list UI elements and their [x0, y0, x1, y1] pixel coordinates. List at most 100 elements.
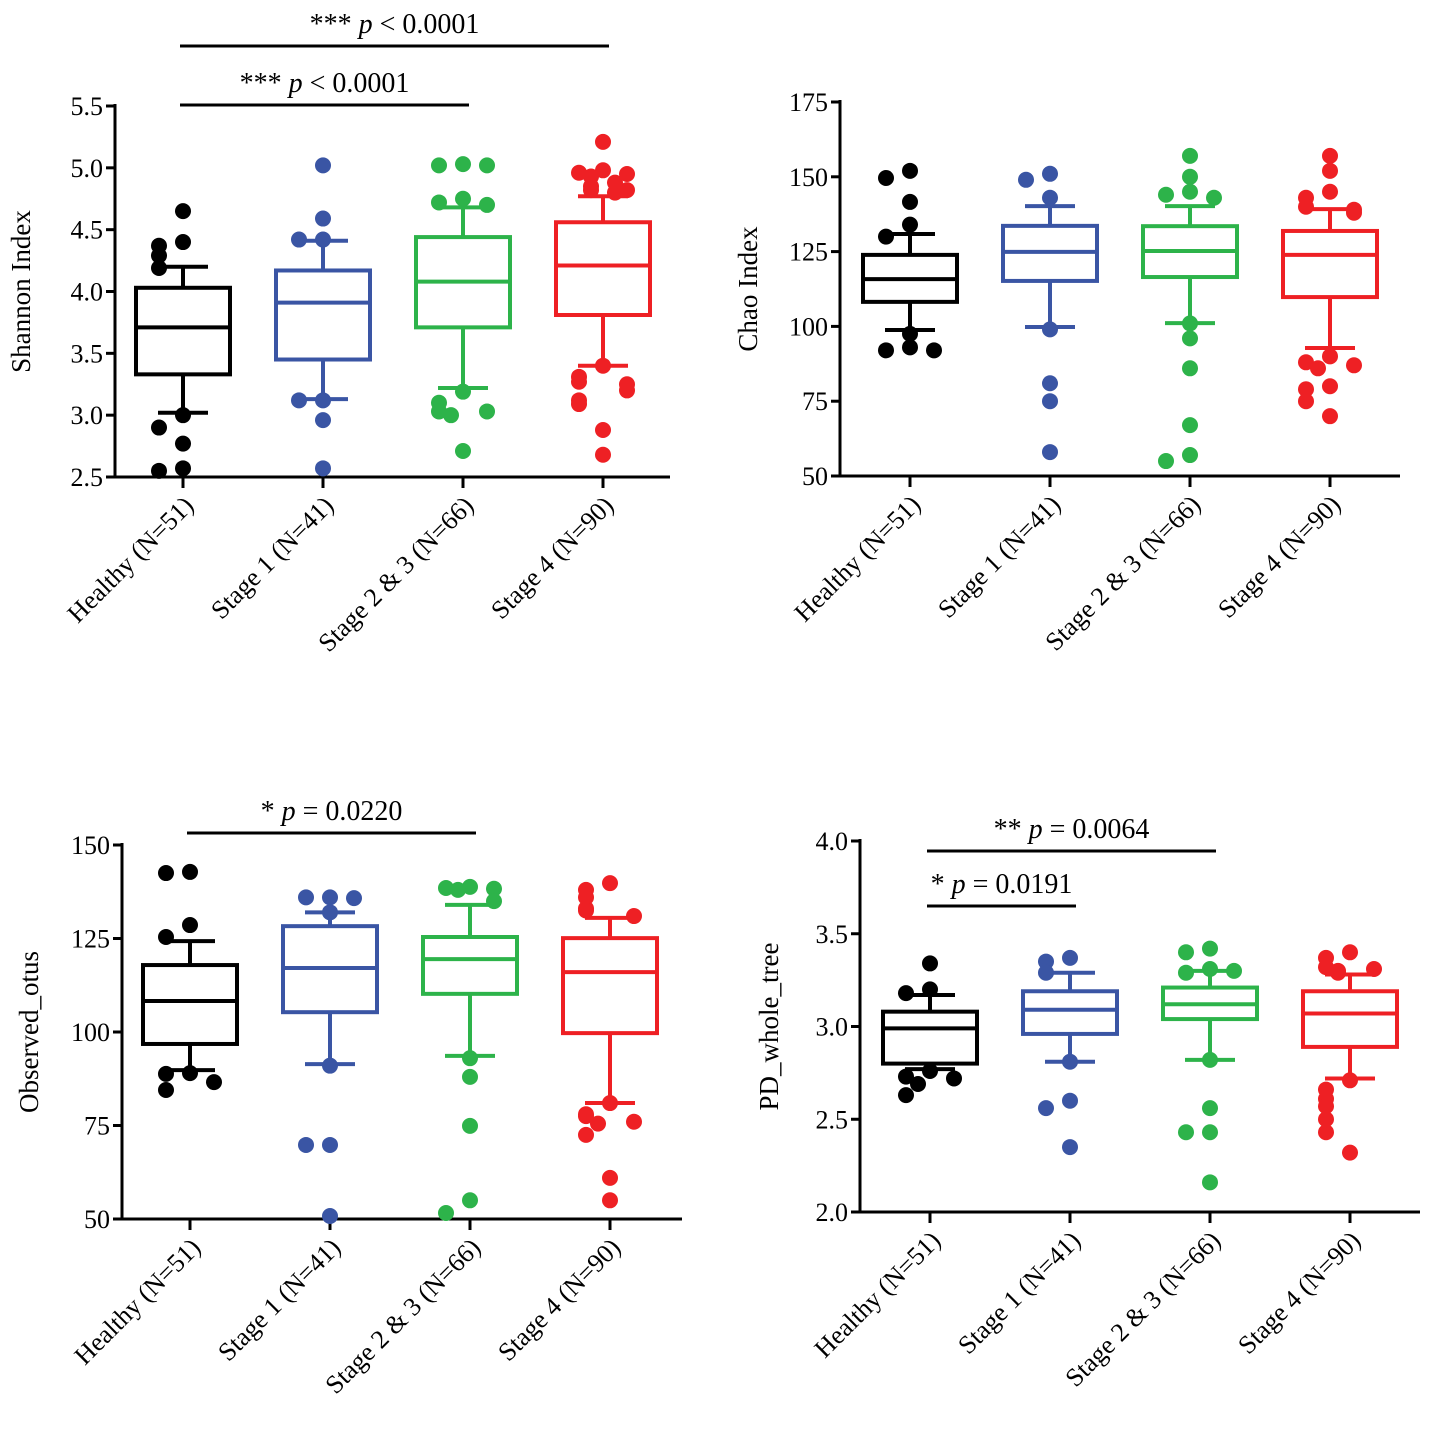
outlier-point — [182, 863, 198, 880]
outlier-point — [315, 392, 331, 409]
outlier-point — [1158, 186, 1174, 203]
outlier-point — [431, 157, 447, 174]
y-axis-label: Shannon Index — [6, 210, 36, 373]
y-tick-label: 5.5 — [71, 92, 104, 121]
outlier-point — [322, 1136, 338, 1153]
outlier-point — [1182, 417, 1198, 434]
outlier-point — [486, 893, 502, 910]
y-tick-label: 100 — [789, 312, 828, 341]
x-tick-label: Stage 2 & 3 (N=66) — [1060, 1226, 1227, 1393]
outlier-point — [1346, 357, 1362, 374]
p-symbol: p — [950, 869, 966, 900]
outlier-point — [595, 446, 611, 463]
outlier-point — [486, 880, 502, 897]
y-tick-label: 5.0 — [71, 154, 104, 183]
outlier-point — [158, 929, 174, 946]
outlier-point — [1178, 964, 1194, 981]
outlier-point — [1202, 1124, 1218, 1141]
outlier-point — [1318, 1098, 1334, 1115]
outlier-point — [1346, 204, 1362, 221]
outlier-point — [291, 392, 307, 409]
outlier-point — [1042, 189, 1058, 206]
p-value: = 0.0220 — [303, 796, 403, 827]
outlier-point — [595, 422, 611, 439]
outlier-point — [462, 1192, 478, 1209]
outlier-point — [1342, 944, 1358, 961]
significance-label: *** p < 0.0001 — [240, 68, 410, 99]
outlier-point — [443, 407, 459, 424]
panel-pd-whole-tree: 2.0 2.5 3.0 3.5 4.0 PD_whole_tree Healthy (N=5… — [754, 814, 1420, 1392]
outlier-point — [462, 1068, 478, 1085]
box-2 — [1161, 940, 1259, 1191]
outlier-point — [1330, 964, 1346, 981]
outlier-point — [626, 908, 642, 925]
significance-stars: * — [931, 869, 945, 900]
p-value: = 0.0064 — [1050, 814, 1150, 845]
outlier-point — [571, 396, 587, 413]
y-tick-label: 50 — [84, 1205, 110, 1234]
outlier-point — [1342, 1072, 1358, 1089]
y-axis-label: PD_whole_tree — [754, 943, 784, 1111]
outlier-point — [315, 210, 331, 227]
outlier-point — [1182, 168, 1198, 185]
outlier-point — [175, 234, 191, 251]
x-tick-label: Stage 4 (N=90) — [1212, 490, 1346, 624]
x-tick-label: Stage 2 & 3 (N=66) — [320, 1233, 487, 1400]
outlier-point — [438, 880, 454, 897]
outlier-point — [602, 1169, 618, 1186]
y-tick-label: 3.0 — [816, 1013, 849, 1042]
outlier-point — [1062, 949, 1078, 966]
outlier-point — [450, 881, 466, 898]
outlier-point — [878, 342, 894, 359]
outlier-point — [607, 184, 623, 201]
outlier-point — [455, 156, 471, 173]
iqr-box — [421, 935, 519, 996]
outlier-point — [322, 1057, 338, 1074]
x-tick-label: Stage 4 (N=90) — [485, 491, 619, 625]
outlier-point — [926, 342, 942, 359]
y-tick-label: 3.5 — [71, 339, 104, 368]
outlier-point — [479, 403, 495, 420]
outlier-point — [571, 373, 587, 390]
box-3 — [1281, 147, 1379, 425]
outlier-point — [1298, 381, 1314, 398]
outlier-point — [1322, 378, 1338, 395]
y-tick-label: 75 — [802, 387, 828, 416]
outlier-point — [1226, 962, 1242, 979]
outlier-point — [878, 228, 894, 245]
outlier-point — [158, 865, 174, 882]
outlier-point — [1042, 321, 1058, 338]
outlier-point — [1042, 375, 1058, 392]
box-3 — [554, 133, 652, 463]
panel-chao-index: 50 75 100 125 150 175 Chao Index Healthy (N=51)… — [733, 88, 1400, 656]
outlier-point — [175, 407, 191, 424]
significance-stars: * — [261, 796, 275, 827]
iqr-box — [274, 268, 372, 362]
outlier-point — [1322, 147, 1338, 164]
x-tick-label: Healthy (N=51) — [789, 490, 927, 628]
outlier-point — [1158, 453, 1174, 470]
box-3 — [1301, 944, 1399, 1161]
outlier-point — [922, 981, 938, 998]
outlier-point — [1202, 1100, 1218, 1117]
outlier-point — [206, 1074, 222, 1091]
outlier-point — [902, 193, 918, 210]
outlier-point — [431, 403, 447, 420]
outlier-point — [619, 166, 635, 183]
outlier-point — [1322, 408, 1338, 425]
outlier-point — [902, 162, 918, 179]
iqr-box — [1301, 989, 1399, 1049]
outlier-point — [479, 196, 495, 213]
outlier-point — [182, 917, 198, 934]
outlier-point — [322, 889, 338, 906]
outlier-point — [578, 889, 594, 906]
significance-label: * p = 0.0191 — [931, 869, 1073, 900]
outlier-point — [595, 133, 611, 150]
x-tick-label: Stage 1 (N=41) — [205, 491, 339, 625]
outlier-point — [158, 1065, 174, 1082]
outlier-point — [619, 182, 635, 199]
y-tick-label: 4.5 — [71, 216, 104, 245]
panel-shannon-index: 2.5 3.0 3.5 4.0 4.5 5.0 5.5 Shannon Index Health… — [6, 9, 670, 657]
outlier-point — [1018, 171, 1034, 188]
outlier-point — [1298, 393, 1314, 410]
